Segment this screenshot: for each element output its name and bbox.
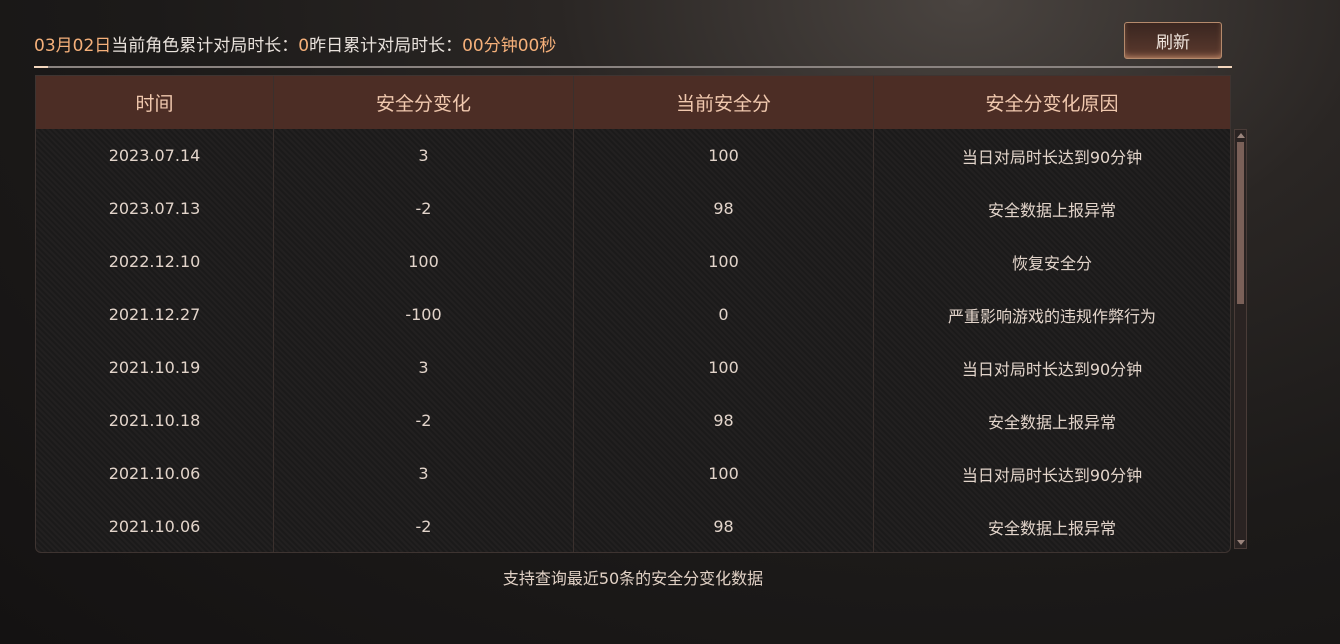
refresh-button[interactable]: 刷新 xyxy=(1124,22,1222,59)
security-score-table: 时间 安全分变化 当前安全分 安全分变化原因 2023.07.14 3 100 当日对… xyxy=(35,75,1231,553)
cell-current: 98 xyxy=(574,394,874,447)
yesterday-playtime-value: 00分钟00秒 xyxy=(462,36,557,56)
cell-current: 98 xyxy=(574,182,874,235)
cell-change: 3 xyxy=(274,341,574,394)
cell-change: 3 xyxy=(274,447,574,500)
cell-reason: 当日对局时长达到90分钟 xyxy=(961,147,1143,167)
table-row: 2021.10.18 -2 98 安全数据上报异常 xyxy=(36,394,1230,447)
playtime-summary: 03月02日当前角色累计对局时长：0昨日累计对局时长：00分钟00秒 xyxy=(34,31,556,56)
cell-time: 2021.10.06 xyxy=(36,447,274,500)
column-header-reason: 安全分变化原因 xyxy=(985,93,1119,115)
cell-change: -2 xyxy=(274,394,574,447)
cell-current: 98 xyxy=(574,500,874,552)
table-header: 时间 安全分变化 当前安全分 安全分变化原因 xyxy=(36,76,1230,129)
cell-time: 2021.10.19 xyxy=(36,341,274,394)
divider xyxy=(34,66,1232,68)
cell-current: 100 xyxy=(574,129,874,182)
scrollbar-thumb[interactable] xyxy=(1237,142,1244,304)
table-row: 2021.12.27 -100 0 严重影响游戏的违规作弊行为 xyxy=(36,288,1230,341)
table-row: 2023.07.13 -2 98 安全数据上报异常 xyxy=(36,182,1230,235)
cell-current: 0 xyxy=(574,288,874,341)
scroll-up-icon[interactable] xyxy=(1237,133,1245,138)
cell-time: 2021.10.06 xyxy=(36,500,274,552)
cell-reason: 安全数据上报异常 xyxy=(987,518,1116,538)
cell-time: 2022.12.10 xyxy=(36,235,274,288)
cell-change: 100 xyxy=(274,235,574,288)
cell-current: 100 xyxy=(574,235,874,288)
column-header-change: 安全分变化 xyxy=(274,76,574,129)
cell-time: 2021.12.27 xyxy=(36,288,274,341)
scroll-down-icon[interactable] xyxy=(1237,540,1245,545)
column-header-current: 当前安全分 xyxy=(574,76,874,129)
cell-current: 100 xyxy=(574,341,874,394)
cell-change: -100 xyxy=(274,288,574,341)
cell-change: -2 xyxy=(274,182,574,235)
cell-change: -2 xyxy=(274,500,574,552)
table-row: 2022.12.10 100 100 恢复安全分 xyxy=(36,235,1230,288)
table-row: 2023.07.14 3 100 当日对局时长达到90分钟 xyxy=(36,129,1230,182)
table-row: 2021.10.06 3 100 当日对局时长达到90分钟 xyxy=(36,447,1230,500)
total-playtime-value: 0 xyxy=(298,36,310,56)
cell-change: 3 xyxy=(274,129,574,182)
yesterday-playtime-label: 昨日累计对局时长： xyxy=(309,36,463,56)
footer-note: 支持查询最近50条的安全分变化数据 xyxy=(502,569,764,588)
cell-current: 100 xyxy=(574,447,874,500)
table-row: 2021.10.19 3 100 当日对局时长达到90分钟 xyxy=(36,341,1230,394)
cell-reason: 严重影响游戏的违规作弊行为 xyxy=(947,306,1156,326)
scrollbar[interactable] xyxy=(1234,129,1247,549)
table-body: 2023.07.14 3 100 当日对局时长达到90分钟 2023.07.13 -2 98… xyxy=(36,129,1230,552)
cell-reason: 安全数据上报异常 xyxy=(987,200,1116,220)
total-playtime-label: 当前角色累计对局时长： xyxy=(111,36,299,56)
cell-reason: 当日对局时长达到90分钟 xyxy=(961,465,1143,485)
table-row: 2021.10.06 -2 98 安全数据上报异常 xyxy=(36,500,1230,552)
column-header-time: 时间 xyxy=(36,76,274,129)
date: 03月02日 xyxy=(34,36,112,56)
cell-reason: 恢复安全分 xyxy=(1011,253,1092,273)
cell-time: 2023.07.13 xyxy=(36,182,274,235)
cell-time: 2021.10.18 xyxy=(36,394,274,447)
cell-reason: 当日对局时长达到90分钟 xyxy=(961,359,1143,379)
cell-time: 2023.07.14 xyxy=(36,129,274,182)
cell-reason: 安全数据上报异常 xyxy=(987,412,1116,432)
